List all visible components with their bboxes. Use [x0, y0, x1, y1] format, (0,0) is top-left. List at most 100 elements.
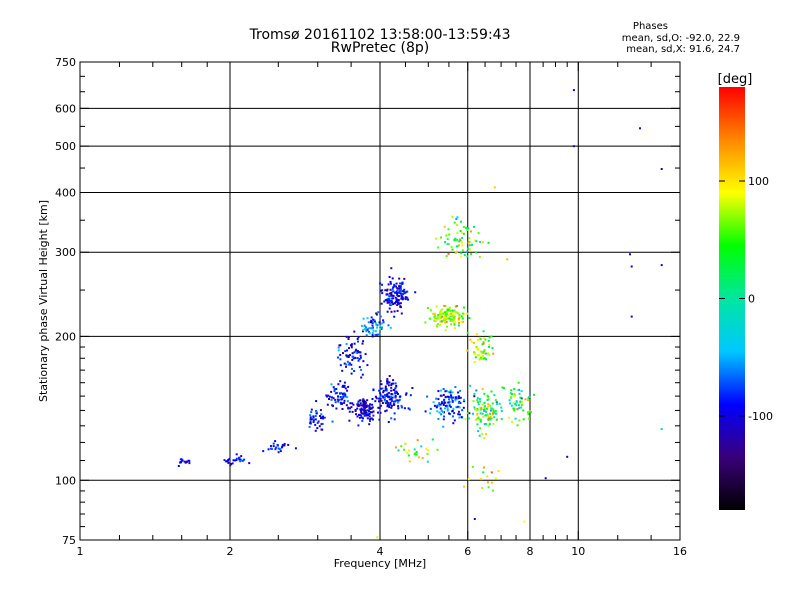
data-point	[348, 363, 351, 366]
data-point	[335, 388, 338, 390]
data-point	[452, 407, 455, 410]
data-point	[439, 309, 442, 312]
data-point	[239, 459, 242, 462]
data-point	[460, 220, 462, 223]
data-point	[457, 410, 460, 413]
data-point	[235, 459, 238, 461]
data-point	[464, 418, 467, 421]
data-point	[374, 330, 377, 333]
data-point	[364, 328, 367, 331]
data-point	[403, 288, 406, 291]
data-point	[371, 332, 374, 334]
data-point	[248, 462, 251, 465]
data-point	[370, 417, 373, 420]
data-point	[400, 297, 403, 300]
data-point	[389, 292, 392, 295]
data-point	[437, 390, 440, 393]
data-point	[477, 339, 480, 342]
data-point	[417, 456, 420, 459]
data-point	[396, 290, 399, 293]
data-point	[386, 301, 389, 304]
data-point	[314, 418, 317, 421]
data-point	[399, 292, 402, 294]
data-point	[457, 413, 460, 416]
data-point	[516, 408, 519, 411]
data-point	[380, 322, 383, 325]
data-point	[478, 434, 481, 437]
data-point	[388, 381, 391, 384]
data-point	[471, 465, 474, 468]
data-point	[474, 356, 477, 359]
data-point	[371, 335, 374, 338]
data-point	[477, 430, 480, 433]
data-point	[341, 408, 344, 410]
data-point	[359, 351, 362, 354]
data-point	[372, 418, 374, 421]
data-point	[449, 394, 452, 397]
data-point	[445, 234, 448, 237]
data-point	[379, 393, 382, 396]
data-point	[478, 358, 481, 361]
data-point	[478, 418, 481, 421]
data-point	[389, 403, 392, 406]
data-point	[459, 402, 462, 404]
data-point	[489, 409, 492, 412]
data-point	[334, 392, 337, 395]
data-point	[457, 397, 460, 399]
data-point	[362, 403, 365, 406]
data-point	[448, 398, 450, 401]
data-point	[447, 391, 450, 393]
data-point	[421, 457, 424, 460]
data-point	[457, 312, 460, 315]
data-point	[447, 228, 450, 231]
data-point	[462, 226, 465, 229]
data-point	[332, 386, 335, 389]
data-point	[523, 520, 526, 523]
data-point	[341, 402, 343, 405]
data-point	[309, 416, 312, 419]
data-point	[457, 402, 460, 404]
data-point	[394, 300, 397, 303]
data-point	[364, 402, 367, 404]
data-point	[360, 416, 363, 419]
data-point	[508, 399, 511, 402]
data-point	[376, 326, 379, 329]
data-point	[452, 415, 454, 418]
data-point	[374, 333, 377, 336]
data-point	[319, 409, 322, 412]
data-point	[365, 326, 367, 329]
data-point	[391, 287, 394, 290]
data-point	[497, 469, 500, 472]
data-point	[404, 297, 407, 300]
data-point	[486, 481, 489, 484]
data-point	[434, 320, 437, 323]
data-point	[481, 403, 484, 406]
data-point	[401, 298, 404, 301]
data-point	[358, 366, 361, 369]
data-point	[380, 326, 383, 329]
data-point	[468, 317, 471, 319]
data-point	[462, 320, 465, 323]
data-point	[393, 302, 396, 305]
data-point	[361, 342, 364, 345]
data-point	[347, 338, 350, 340]
data-point	[391, 277, 394, 280]
data-point	[348, 362, 351, 365]
data-point	[395, 282, 398, 285]
data-point	[387, 297, 390, 300]
data-point	[527, 397, 530, 399]
data-point	[387, 384, 390, 387]
data-point	[478, 398, 481, 401]
data-point	[483, 392, 486, 395]
data-point	[385, 389, 388, 392]
data-point	[354, 356, 357, 359]
data-point	[358, 358, 361, 360]
data-point	[451, 215, 454, 218]
data-point	[360, 404, 363, 407]
data-point	[490, 471, 493, 474]
data-point	[325, 394, 328, 397]
data-point	[339, 358, 342, 361]
data-point	[458, 322, 460, 324]
data-point	[226, 460, 229, 462]
data-point	[520, 397, 523, 400]
